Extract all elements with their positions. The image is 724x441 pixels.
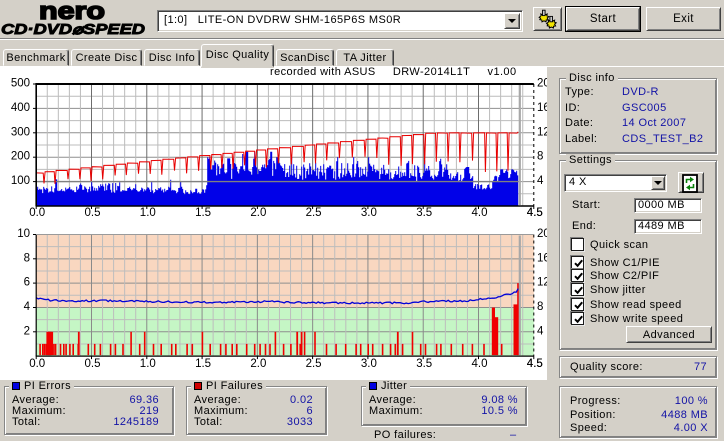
svg-text:200: 200: [11, 151, 30, 163]
svg-text:0.5: 0.5: [85, 207, 101, 219]
svg-text:3.0: 3.0: [361, 207, 377, 219]
svg-text:4: 4: [537, 325, 544, 337]
svg-text:1.5: 1.5: [195, 358, 211, 370]
svg-text:400: 400: [11, 102, 30, 114]
svg-text:12: 12: [537, 126, 547, 138]
svg-text:10: 10: [17, 228, 30, 240]
svg-text:4: 4: [537, 175, 544, 187]
svg-text:3.5: 3.5: [416, 207, 432, 219]
svg-text:1.0: 1.0: [140, 207, 156, 219]
svg-text:4.5: 4.5: [527, 207, 543, 219]
svg-text:8: 8: [537, 301, 543, 313]
svg-text:0.5: 0.5: [85, 358, 101, 370]
svg-text:2.5: 2.5: [306, 207, 322, 219]
svg-text:nero: nero: [39, 0, 105, 22]
svg-text:2: 2: [24, 325, 30, 337]
svg-text:2.0: 2.0: [250, 358, 266, 370]
svg-text:1.0: 1.0: [140, 358, 156, 370]
svg-text:4.0: 4.0: [472, 358, 488, 370]
svg-text:3.5: 3.5: [416, 358, 432, 370]
svg-text:300: 300: [11, 126, 30, 138]
svg-text:500: 500: [11, 78, 30, 90]
svg-text:4.0: 4.0: [472, 207, 488, 219]
svg-text:16: 16: [537, 102, 547, 114]
svg-text:4.5: 4.5: [527, 207, 543, 219]
svg-text:2.5: 2.5: [306, 358, 322, 370]
svg-text:CD·DVD⌀SPEED: CD·DVD⌀SPEED: [1, 22, 146, 38]
svg-text:4.5: 4.5: [527, 358, 543, 370]
svg-text:20: 20: [537, 78, 547, 90]
svg-text:8: 8: [537, 151, 543, 163]
svg-text:8: 8: [24, 252, 30, 264]
svg-text:0.0: 0.0: [29, 358, 45, 370]
svg-text:100: 100: [11, 175, 30, 187]
svg-text:2.0: 2.0: [250, 207, 266, 219]
svg-text:0.0: 0.0: [29, 207, 45, 219]
svg-text:16: 16: [537, 252, 547, 264]
svg-text:20: 20: [537, 228, 547, 240]
svg-text:3.0: 3.0: [361, 358, 377, 370]
svg-text:4.5: 4.5: [527, 358, 543, 370]
svg-text:1.5: 1.5: [195, 207, 211, 219]
svg-text:6: 6: [24, 277, 30, 289]
svg-text:12: 12: [537, 277, 547, 289]
svg-text:4: 4: [24, 301, 31, 313]
